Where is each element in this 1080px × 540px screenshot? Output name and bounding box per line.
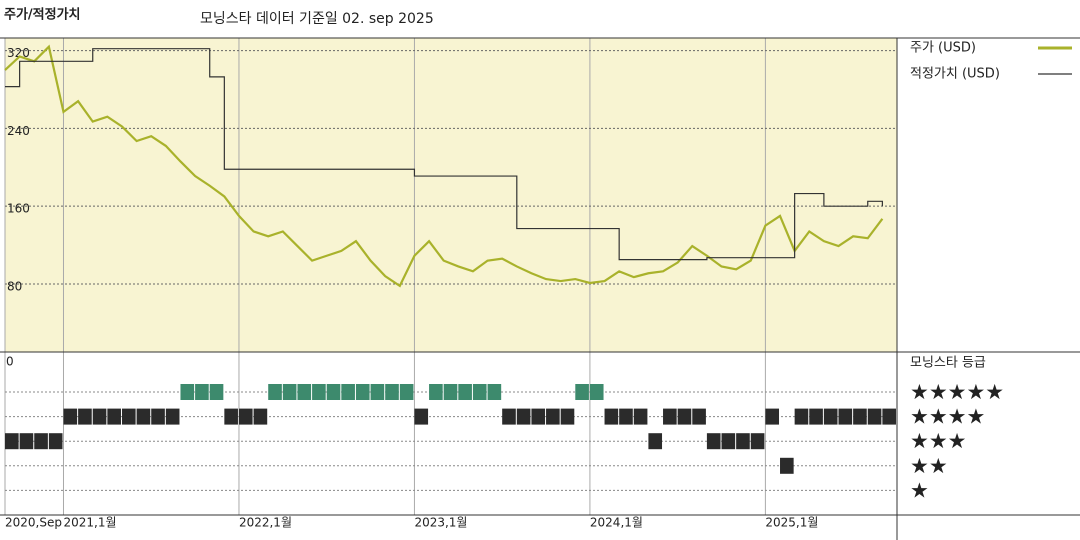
rating-bar [78,408,92,425]
rating-bar [282,384,297,400]
x-tick-label: 2023,1월 [414,516,467,530]
rating-level-label: ★★ [910,454,948,478]
y-tick-label: 320 [7,46,30,60]
rating-bar [882,408,896,425]
rating-bar [92,408,107,425]
rating-bar [165,408,180,425]
rating-bar [794,408,809,425]
rating-bar [560,408,575,425]
rating-bar [823,408,838,425]
rating-bar [472,384,487,400]
rating-bar [706,433,721,450]
legend-label: 적정가치 (USD) [910,67,1000,82]
rating-corner-label: 0 [6,355,14,369]
rating-bar [268,384,282,400]
rating-bar [195,384,209,400]
rating-bar [721,433,736,450]
rating-bar [853,408,867,425]
rating-bar [780,457,794,474]
rating-bar [253,408,268,425]
series-line [4,44,884,288]
rating-level-label: ★★★★★ [910,380,1004,404]
x-tick-label: 2022,1월 [239,516,292,530]
rating-bar [107,408,121,425]
x-tick-label: 2020,Sep [5,516,62,530]
rating-bar [224,408,238,425]
rating-level-label: ★ [910,478,929,502]
rating-bar [604,408,619,425]
rating-bar [429,384,443,400]
plot-layer: 2020,Sep 2021,1월 2022,1월 2023,1월 2024,1월 2025… [0,37,1080,540]
rating-bar [136,408,151,425]
rating-bar [312,384,326,400]
series-line [5,48,883,261]
rating-bar [736,433,750,450]
rating-bar [589,384,604,400]
rating-bar [443,384,458,400]
rating-bar [414,408,429,425]
rating-bar [209,384,224,400]
rating-bar [34,433,48,450]
rating-bar [677,408,692,425]
rating-bar [19,433,34,450]
y-tick-label: 80 [7,279,22,293]
rating-bar [502,408,516,425]
rating-bar [48,433,63,450]
legend-label: 주가 (USD) [910,41,976,56]
rating-bar [370,384,385,400]
rating-bar [750,433,765,450]
rating-level-label: ★★★★ [910,405,985,429]
rating-bar [238,408,253,425]
rating-bar [838,408,853,425]
rating-bar [341,384,355,400]
rating-bar [63,408,78,425]
y-tick-label: 240 [7,124,30,138]
rating-bar [516,408,531,425]
rating-level-label: ★★★ [910,429,966,453]
rating-bar [633,408,648,425]
rating-bar [867,408,882,425]
rating-bar [765,408,780,425]
chart-title: 주가/적정가치 [4,7,81,23]
rating-title: 모닝스타 등급 [910,356,986,371]
rating-bar [575,384,589,400]
rating-bar [385,384,399,400]
x-tick-label: 2024,1월 [590,516,643,530]
y-tick-label: 160 [7,202,30,216]
rating-bar [326,384,341,400]
rating-bar [663,408,677,425]
plot-background [5,38,897,352]
rating-bar [546,408,560,425]
rating-bar [458,384,472,400]
rating-bar [399,384,414,400]
x-tick-label: 2021,1월 [63,516,116,530]
rating-bar [180,384,195,400]
rating-bar [297,384,312,400]
rating-bar [151,408,165,425]
rating-bar [5,433,19,450]
x-tick-label: 2025,1월 [765,516,818,530]
rating-bar [619,408,633,425]
rating-bar [121,408,136,425]
rating-bar [648,433,663,450]
rating-bar [355,384,370,400]
chart-subtitle: 모닝스타 데이터 기준일 02. sep 2025 [200,11,434,27]
rating-bar [487,384,502,400]
rating-bar [809,408,823,425]
rating-bar [692,408,706,425]
rating-bar [531,408,546,425]
